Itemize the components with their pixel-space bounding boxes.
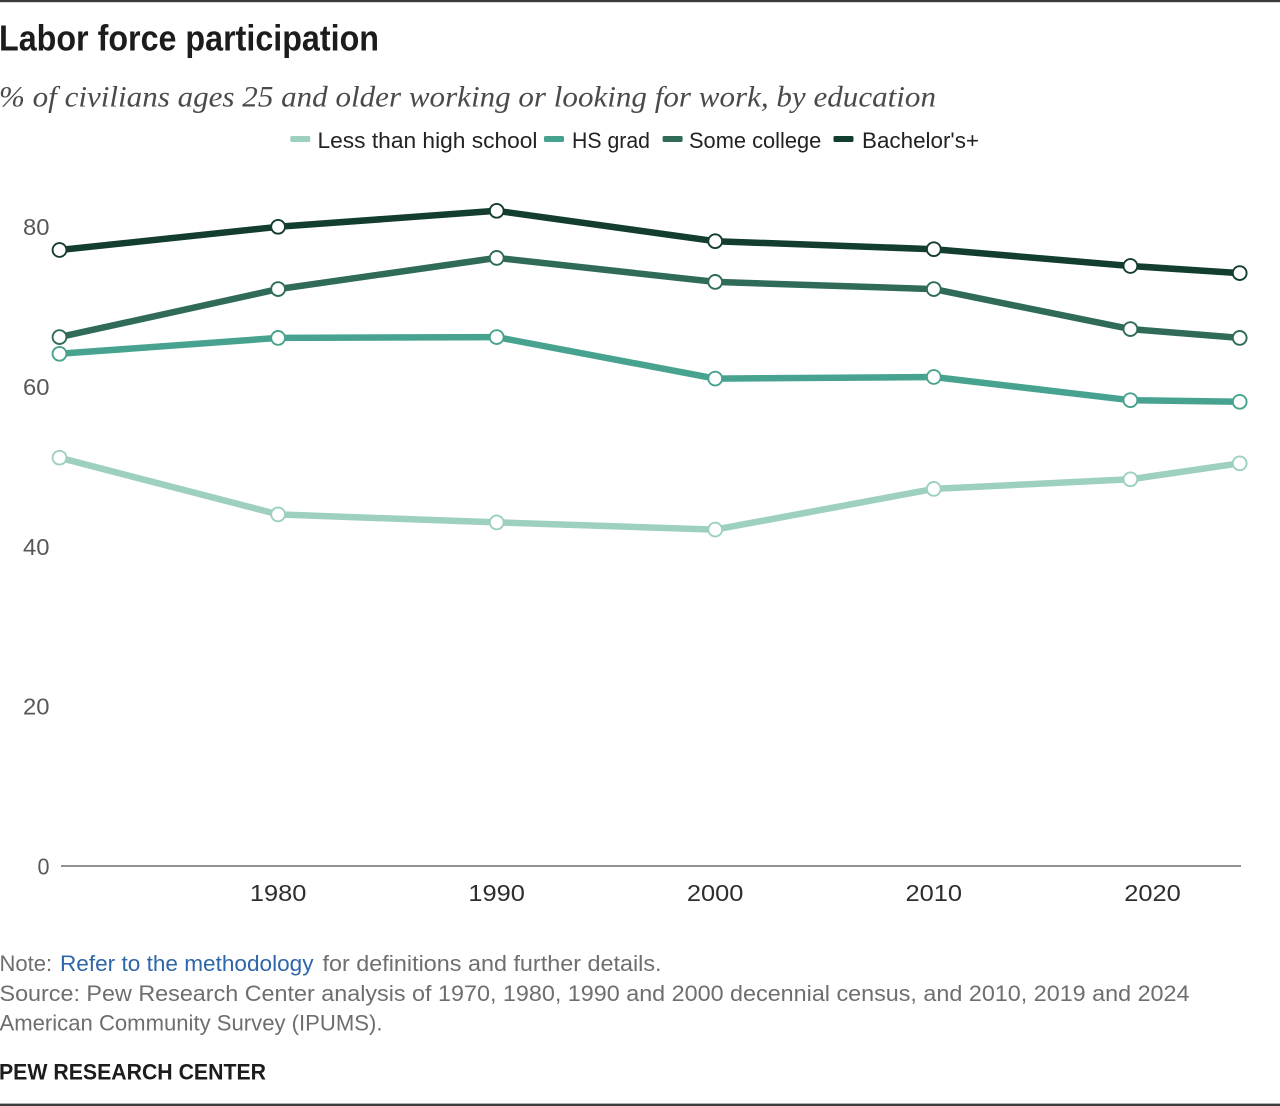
svg-text:2020: 2020 [1124,880,1181,906]
svg-text:Some college: Some college [689,128,821,153]
svg-text:Labor force participation: Labor force participation [0,18,379,59]
svg-text:Refer to the methodology: Refer to the methodology [60,951,314,976]
svg-text:Less than high school: Less than high school [318,128,538,153]
svg-text:American Community Survey (IPU: American Community Survey (IPUMS). [0,1011,383,1036]
svg-text:Bachelor's+: Bachelor's+ [862,128,979,153]
svg-text:40: 40 [23,534,50,560]
svg-text:1980: 1980 [250,880,307,906]
svg-text:1990: 1990 [468,880,525,906]
svg-text:Source: Pew Research Center an: Source: Pew Research Center analysis of … [0,981,1190,1006]
svg-text:2010: 2010 [906,880,963,906]
svg-text:20: 20 [23,694,50,720]
svg-text:for definitions and further de: for definitions and further details. [323,951,662,976]
svg-text:80: 80 [23,214,50,240]
svg-text:% of civilians ages 25 and old: % of civilians ages 25 and older working… [0,81,936,114]
svg-text:HS grad: HS grad [572,128,650,153]
svg-text:PEW RESEARCH CENTER: PEW RESEARCH CENTER [0,1060,266,1085]
svg-text:2000: 2000 [687,880,744,906]
svg-text:60: 60 [23,374,50,400]
svg-text:0: 0 [38,853,50,879]
svg-text:Note:: Note: [0,951,52,976]
